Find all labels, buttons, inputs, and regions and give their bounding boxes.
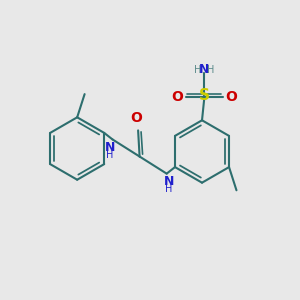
Text: N: N: [164, 175, 174, 188]
Text: H: H: [194, 65, 202, 75]
Text: N: N: [105, 141, 115, 154]
Text: H: H: [106, 150, 114, 160]
Text: H: H: [165, 184, 173, 194]
Text: O: O: [131, 111, 142, 125]
Text: O: O: [172, 90, 184, 104]
Text: H: H: [207, 65, 214, 75]
Text: N: N: [199, 63, 210, 76]
Text: O: O: [225, 90, 237, 104]
Text: S: S: [199, 88, 210, 104]
